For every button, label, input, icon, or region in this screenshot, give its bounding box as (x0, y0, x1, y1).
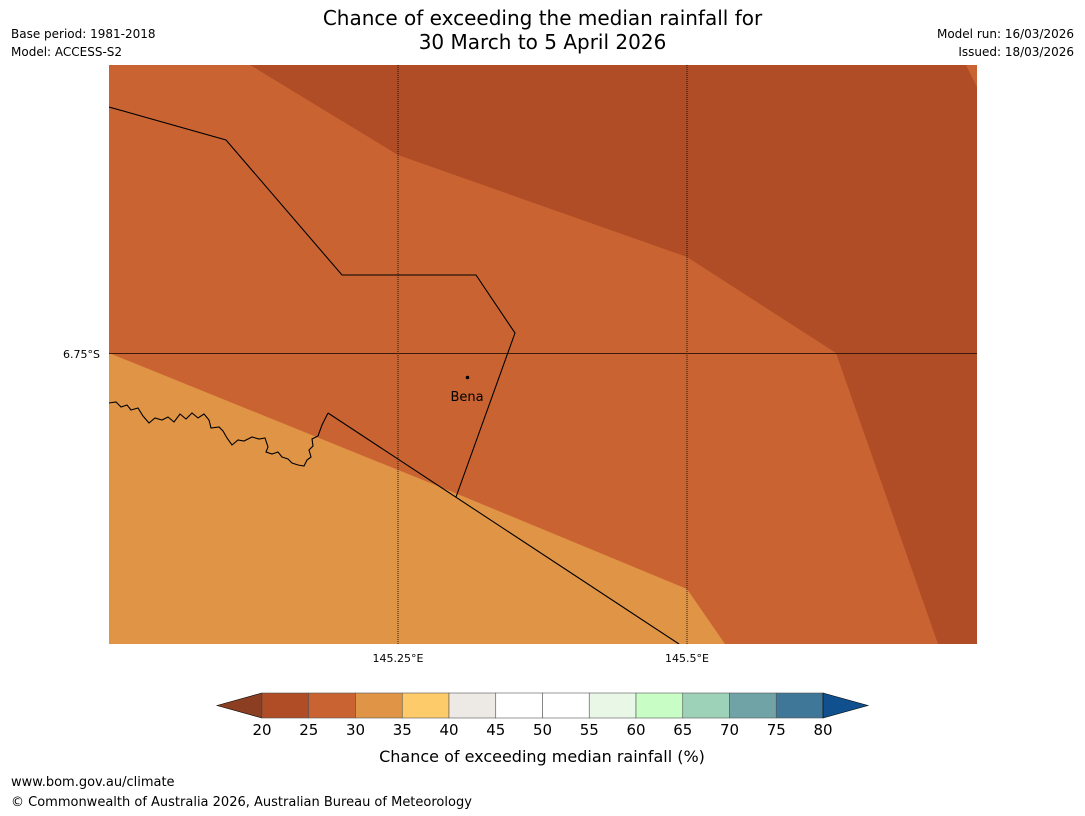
colorbar-swatch-60-65 (635, 692, 684, 719)
colorbar (215, 692, 870, 719)
chart-title: Chance of exceeding the median rainfall … (0, 6, 1085, 54)
colorbar-tick-45: 45 (486, 721, 505, 739)
colorbar-swatch-55-60 (588, 692, 637, 719)
colorbar-tick-35: 35 (393, 721, 412, 739)
colorbar-tick-40: 40 (439, 721, 458, 739)
meta-right: Model run: 16/03/2026 Issued: 18/03/2026 (937, 25, 1074, 61)
colorbar-extend-high (822, 692, 870, 719)
title-line-1: Chance of exceeding the median rainfall … (322, 6, 763, 30)
lat-label: 6.75°S (63, 348, 100, 361)
province-boundary (327, 412, 680, 644)
colorbar-swatch-65-70 (682, 692, 730, 719)
title-line-2: 30 March to 5 April 2026 (418, 30, 667, 54)
district-boundary (109, 106, 516, 498)
lon-label-145-25: 145.25°E (373, 652, 424, 665)
bena-marker (465, 375, 470, 380)
bena-label: Bena (450, 390, 483, 405)
colorbar-ticks: 20 25 30 35 40 45 50 55 60 65 70 75 80 (252, 721, 832, 739)
colorbar-swatch-35-40 (401, 692, 450, 719)
colorbar-swatch-25-30 (308, 692, 356, 719)
colorbar-swatch-20-25 (261, 692, 310, 719)
colorbar-tick-65: 65 (673, 721, 692, 739)
lon-label-145-5: 145.5°E (665, 652, 709, 665)
meta-left: Base period: 1981-2018 Model: ACCESS-S2 (11, 25, 156, 61)
colorbar-tick-75: 75 (767, 721, 786, 739)
colorbar-swatch-50-55 (542, 692, 590, 719)
colorbar-tick-60: 60 (626, 721, 645, 739)
colorbar-tick-25: 25 (299, 721, 318, 739)
colorbar-tick-30: 30 (346, 721, 365, 739)
base-period-text: Base period: 1981-2018 (11, 27, 156, 41)
colorbar-tick-20: 20 (252, 721, 271, 739)
colorbar-tick-80: 80 (813, 721, 832, 739)
colorbar-tick-55: 55 (580, 721, 599, 739)
river-line (109, 401, 329, 467)
issued-text: Issued: 18/03/2026 (958, 45, 1074, 59)
model-text: Model: ACCESS-S2 (11, 45, 123, 59)
band-20-25 (250, 65, 977, 644)
colorbar-title: Chance of exceeding median rainfall (%) (379, 747, 705, 766)
colorbar-swatch-70-75 (729, 692, 777, 719)
colorbar-swatch-30-35 (355, 692, 403, 719)
map-area (109, 65, 977, 644)
footer-url[interactable]: www.bom.gov.au/climate (11, 775, 175, 790)
colorbar-swatch-45-50 (495, 692, 543, 719)
footer-copyright: © Commonwealth of Australia 2026, Austra… (11, 795, 472, 810)
colorbar-swatch-75-80 (775, 692, 824, 719)
model-run-text: Model run: 16/03/2026 (936, 27, 1074, 41)
colorbar-tick-70: 70 (720, 721, 739, 739)
colorbar-swatch-40-45 (448, 692, 497, 719)
colorbar-tick-50: 50 (533, 721, 552, 739)
colorbar-extend-low (215, 692, 263, 719)
